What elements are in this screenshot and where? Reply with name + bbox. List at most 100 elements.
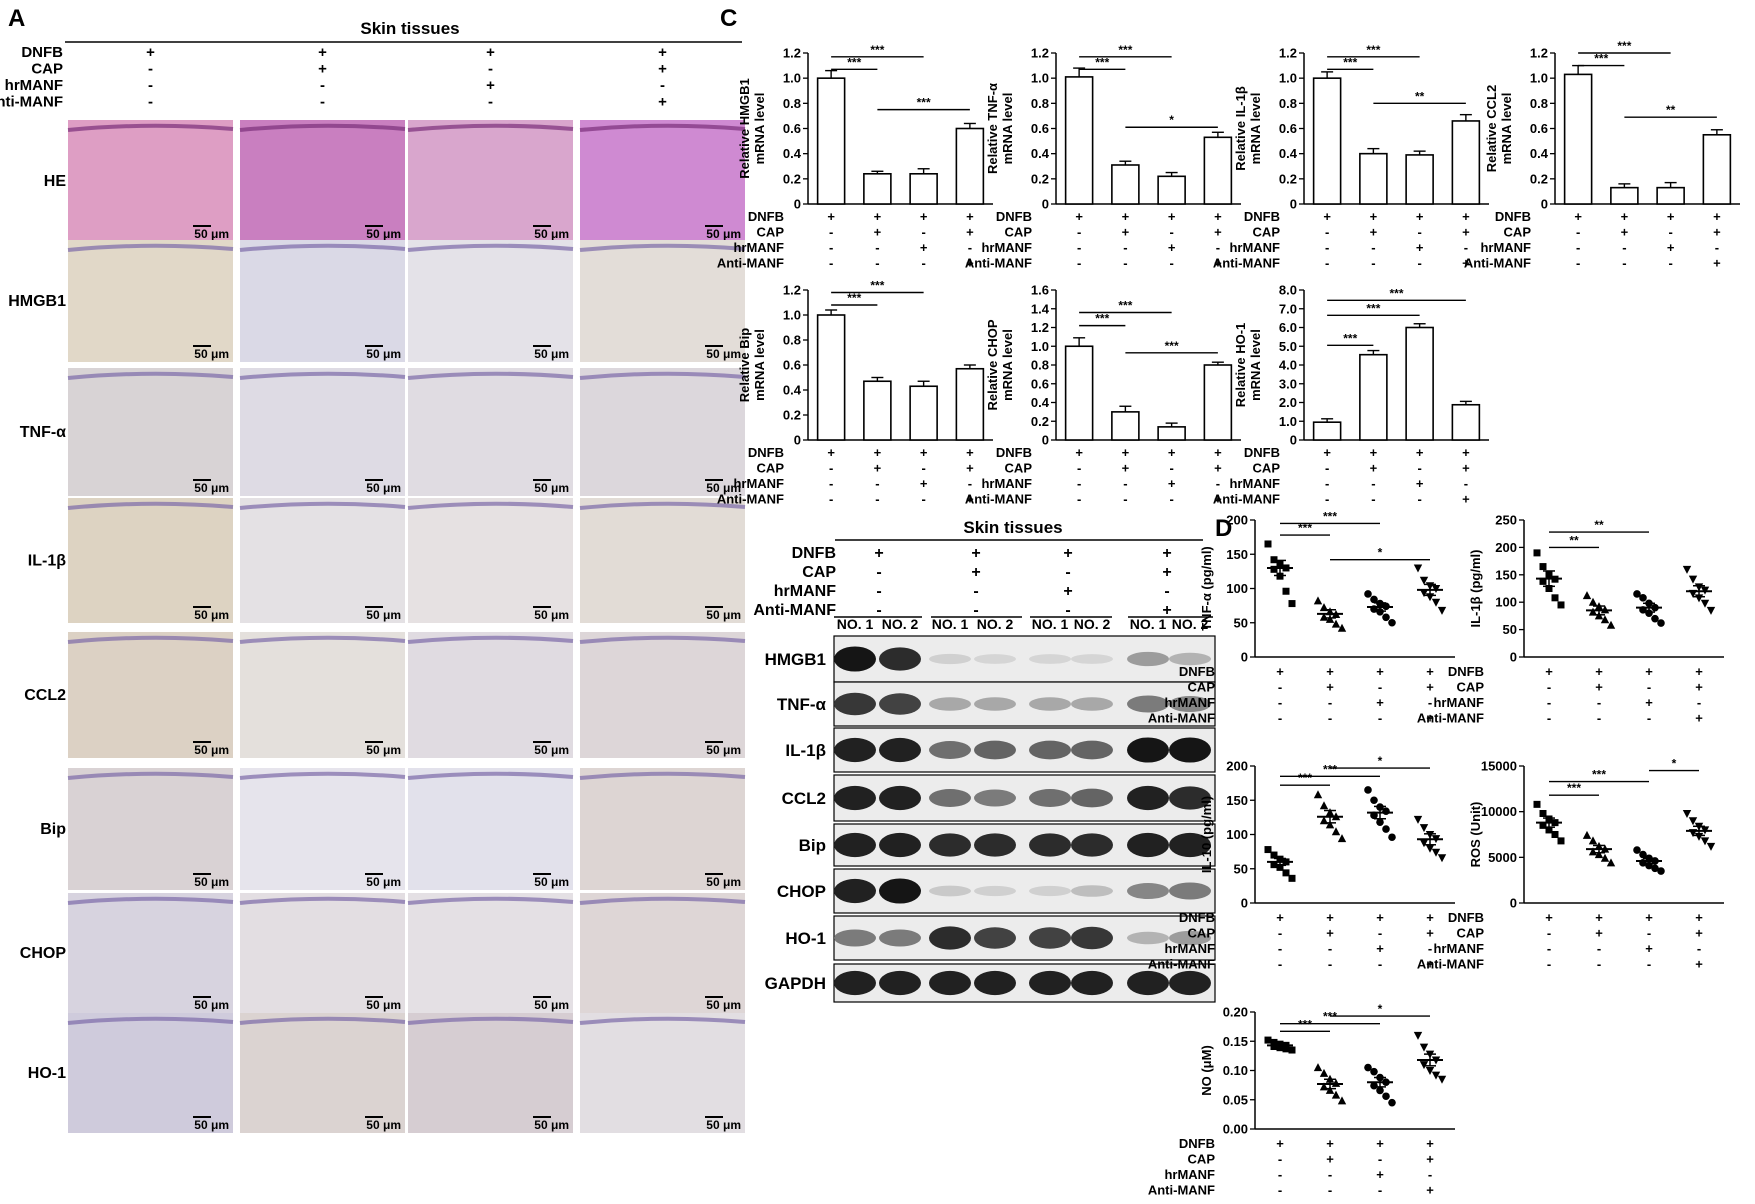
panel-d-chart-4-point-1-2 <box>1539 809 1547 817</box>
panel-d-chart-2-ytick-label-1: 50 <box>1503 622 1517 637</box>
panel-d-chart-5-point-4-8 <box>1437 1075 1447 1084</box>
panel-d-chart-4-ytick-label-1: 5000 <box>1488 850 1517 865</box>
panel-d-chart-1-treatment-mark-anti-manf-4: + <box>1426 711 1434 726</box>
panel-c-chart-1-ytick-label-4: 0.8 <box>783 96 801 111</box>
panel-d-chart-1-point-3-2 <box>1370 595 1378 604</box>
panel-a-treatment-mark-hrmanf-1: - <box>148 77 153 94</box>
panel-c-chart-3-treatment-mark-hrmanf-2: - <box>1371 240 1375 255</box>
panel-c-chart-4-treatment-mark-dnfb-4: + <box>1713 209 1721 224</box>
panel-c-chart-4-treatment-mark-hrmanf-2: - <box>1622 240 1626 255</box>
panel-d-chart-4-sig-label-1: *** <box>1592 768 1606 782</box>
panel-d-chart-1-sig-label-0: *** <box>1298 521 1312 535</box>
panel-b-band-ho-1-8 <box>1169 930 1211 946</box>
panel-d-chart-4-point-2-7 <box>1600 853 1610 862</box>
panel-d-chart-2-ylabel-0: IL-1β (pg/ml) <box>1468 550 1483 628</box>
panel-d-chart-2-point-1-6 <box>1545 585 1553 592</box>
panel-a-epidermis-il-1-4 <box>579 501 746 510</box>
panel-c-chart-7-treatment-mark-dnfb-2: + <box>1370 445 1378 460</box>
panel-a-tile-he-2 <box>240 120 405 242</box>
panel-c-chart-1-ytick-label-2: 0.4 <box>783 146 802 161</box>
panel-b-blot-label-ccl2: CCL2 <box>782 789 826 808</box>
panel-d-chart-2-point-1-5 <box>1539 577 1547 585</box>
panel-b-treatment-label-dnfb: DNFB <box>792 545 836 562</box>
panel-d-chart-5-point-1-2 <box>1270 1038 1278 1046</box>
panel-b-band-hmgb1-5 <box>1029 654 1071 664</box>
panel-c-chart-3-treatment-label-cap: CAP <box>1253 225 1281 240</box>
panel-a-treatment-mark-hrmanf-2: - <box>320 77 325 94</box>
panel-c-chart-2-treatment-mark-hrmanf-4: - <box>1216 240 1220 255</box>
panel-label-a: A <box>8 5 25 32</box>
panel-a-scale-label-il-1-3: 50 μm <box>534 608 569 622</box>
panel-c-chart-6-treatment-mark-hrmanf-1: - <box>1077 476 1081 491</box>
panel-c-chart-3-ylabel-0: Relative IL-1β <box>1233 86 1248 171</box>
panel-d-chart-3-point-4-6 <box>1425 844 1435 853</box>
panel-d-chart-2-point-2-7 <box>1600 615 1610 624</box>
panel-a-epidermis-chop-2 <box>239 896 406 905</box>
panel-d-chart-5-point-2-8 <box>1337 1096 1347 1105</box>
panel-c-chart-5-treatment-mark-cap-2: + <box>874 461 882 476</box>
panel-d-chart-3-treatment-mark-cap-2: + <box>1326 926 1334 941</box>
panel-d-chart-5-treatment-mark-hrmanf-3: + <box>1376 1167 1384 1182</box>
panel-d-chart-1-point-3-1 <box>1364 590 1372 598</box>
panel-d-chart-5-point-3-6 <box>1376 1086 1384 1095</box>
panel-d-chart-2-point-4-1 <box>1682 565 1692 574</box>
panel-a-tile-ccl2-4 <box>580 632 745 758</box>
panel-d-chart-2-treatment-mark-dnfb-3: + <box>1645 664 1653 679</box>
panel-d-chart-5-point-2-1 <box>1313 1063 1323 1072</box>
panel-c-chart-3-ytick-label-5: 1.0 <box>1279 71 1297 86</box>
panel-d-chart-5-point-1-7 <box>1282 1045 1290 1053</box>
panel-c-chart-3-treatment-mark-dnfb-2: + <box>1370 209 1378 224</box>
panel-c-chart-4-sig-label-2: ** <box>1666 103 1676 117</box>
panel-d-chart-5-treatment-label-hrmanf: hrMANF <box>1164 1167 1215 1182</box>
panel-d-chart-5-point-3-7 <box>1382 1092 1390 1101</box>
panel-d-chart-2-sig-label-0: ** <box>1569 533 1579 547</box>
panel-b-band-chop-8 <box>1169 882 1211 900</box>
panel-c-chart-1-treatment-mark-cap-2: + <box>874 225 882 240</box>
panel-c-chart-2-treatment-label-cap: CAP <box>1005 225 1033 240</box>
panel-c-chart-3-treatment-mark-hrmanf-3: + <box>1416 240 1424 255</box>
panel-c-chart-7-sig-label-1: *** <box>1366 301 1380 315</box>
panel-b-section-title: Skin tissues <box>963 518 1062 537</box>
panel-d-chart-2-treatment-mark-cap-4: + <box>1695 680 1703 695</box>
panel-c-chart-3-treatment-mark-anti-manf-1: - <box>1325 256 1329 271</box>
panel-d-chart-4-treatment-label-anti-manf: Anti-MANF <box>1417 957 1484 972</box>
panel-c-chart-7-treatment-mark-cap-3: - <box>1417 461 1421 476</box>
panel-c-chart-1-treatment-label-hrmanf: hrMANF <box>733 240 784 255</box>
panel-c-chart-7-treatment-mark-hrmanf-3: + <box>1416 476 1424 491</box>
panel-d-chart-1-point-3-8 <box>1388 618 1396 627</box>
panel-d-chart-1-treatment-mark-hrmanf-2: - <box>1328 695 1332 710</box>
panel-a-scale-label-chop-1: 50 μm <box>194 998 229 1012</box>
panel-a-scale-label-ho-1-4: 50 μm <box>706 1118 741 1132</box>
panel-d-chart-1-treatment-mark-anti-manf-2: - <box>1328 711 1332 726</box>
panel-d-chart-4-point-4-1 <box>1682 809 1692 818</box>
panel-b-band-bip-4 <box>974 833 1016 857</box>
panel-c-chart-2-treatment-label-anti-manf: Anti-MANF <box>965 256 1032 271</box>
panel-c-chart-2-bar-3 <box>1157 175 1186 205</box>
panel-c-chart-4-treatment-mark-cap-4: + <box>1713 225 1721 240</box>
panel-c-chart-1-bar-1 <box>816 77 846 205</box>
panel-c-chart-1-treatment-mark-anti-manf-3: - <box>921 256 925 271</box>
panel-c-chart-1-ytick-label-6: 1.2 <box>783 46 801 61</box>
panel-c-chart-3-sig-label-1: *** <box>1366 43 1380 57</box>
panel-d-chart-4-point-1-1 <box>1533 800 1541 808</box>
panel-d-chart-4-point-3-7 <box>1651 864 1659 873</box>
panel-d-chart-2-ytick-label-3: 150 <box>1495 567 1517 582</box>
panel-b-lane-label-3: NO. 1 <box>932 616 969 632</box>
panel-a-scale-label-he-1: 50 μm <box>194 227 229 241</box>
panel-d-chart-5-ytick-label-4: 0.20 <box>1223 1005 1248 1020</box>
panel-d-chart-3-ytick-label-2: 100 <box>1226 827 1248 842</box>
panel-c-chart-6-sig-label-1: *** <box>1118 299 1132 313</box>
panel-d-chart-3-point-4-5 <box>1419 839 1429 848</box>
panel-c-chart-3-bar-2 <box>1359 152 1388 205</box>
panel-c-chart-2-bar-2 <box>1111 164 1140 205</box>
panel-d-chart-2-point-3-1 <box>1633 590 1641 598</box>
panel-a-epidermis-tnf-1 <box>67 371 234 380</box>
panel-c-chart-7-treatment-label-dnfb: DNFB <box>1244 445 1280 460</box>
panel-d-chart-4-point-1-6 <box>1545 826 1553 834</box>
panel-d-chart-4-treatment-mark-hrmanf-4: - <box>1697 941 1701 956</box>
panel-b-treatment-mark-anti-manf-2: - <box>973 602 978 619</box>
panel-c-chart-6-treatment-mark-dnfb-1: + <box>1075 445 1083 460</box>
panel-a-tile-hmgb1-1 <box>68 240 233 362</box>
